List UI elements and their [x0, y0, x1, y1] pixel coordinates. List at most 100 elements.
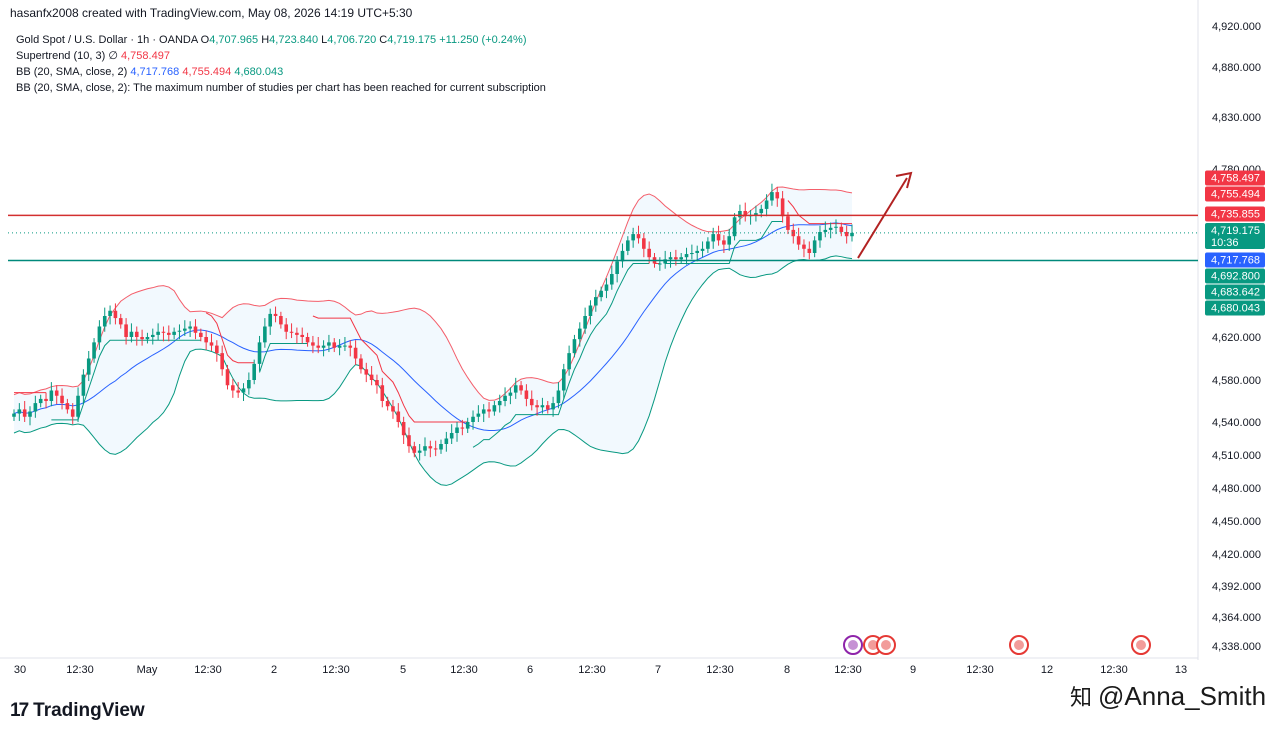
- candle-body: [844, 232, 849, 237]
- supertrend-up-line: [472, 263, 650, 448]
- candle-body: [481, 409, 486, 414]
- y-tick-label: 4,580.000: [1212, 375, 1261, 387]
- candle-body: [722, 240, 726, 245]
- x-tick-label: 7: [655, 664, 661, 676]
- candle-body: [812, 240, 817, 253]
- candle-body: [684, 254, 689, 258]
- x-tick-label: 12:30: [194, 664, 222, 676]
- x-tick-label: 5: [400, 664, 406, 676]
- candle-body: [828, 227, 833, 230]
- bb-upper-line: [13, 186, 853, 401]
- candle-body: [391, 406, 395, 412]
- price-label-text: 4,735.855: [1211, 209, 1260, 221]
- candle-body: [28, 411, 32, 417]
- event-icon-inner: [881, 640, 891, 650]
- candle-body: [839, 226, 844, 232]
- candle-body: [513, 385, 518, 393]
- candle-body: [70, 409, 75, 417]
- candle-body: [412, 446, 417, 453]
- candle-body: [417, 450, 422, 453]
- candle-body: [236, 390, 240, 393]
- candle-body: [353, 347, 358, 359]
- candle-body: [337, 345, 342, 348]
- bollinger-row[interactable]: BB (20, SMA, close, 2) 4,717.768 4,755.4…: [16, 66, 284, 78]
- candle-body: [60, 395, 64, 404]
- candle-body: [279, 316, 283, 325]
- candle-body: [465, 422, 470, 429]
- candle-body: [716, 234, 721, 241]
- candle-body: [38, 398, 43, 404]
- price-label-text: 4,758.497: [1211, 173, 1260, 185]
- candle-body: [215, 345, 219, 354]
- candle-body: [674, 257, 678, 260]
- candle-body: [599, 290, 603, 298]
- x-tick-label: 2: [271, 664, 277, 676]
- candle-body: [620, 250, 625, 262]
- price-label-countdown: 10:36: [1211, 237, 1239, 249]
- candle-body: [658, 263, 662, 265]
- candle-body: [524, 390, 529, 399]
- candle-body: [561, 369, 566, 391]
- candle-body: [471, 416, 475, 422]
- candle-body: [577, 328, 582, 340]
- candle-body: [348, 345, 353, 348]
- high-value: 4,723.840: [269, 34, 319, 46]
- candle-body: [396, 411, 401, 422]
- candle-body: [284, 324, 289, 332]
- candle-body: [647, 248, 651, 258]
- price-label-box: [1205, 300, 1265, 316]
- candle-body: [145, 337, 150, 340]
- x-tick-label: 6: [527, 664, 533, 676]
- y-tick-label: 4,880.000: [1212, 62, 1261, 74]
- candle-body: [439, 444, 443, 450]
- candle-body: [545, 405, 550, 410]
- candle-body: [508, 392, 513, 396]
- candle-body: [636, 234, 641, 239]
- candle-body: [300, 334, 305, 337]
- symbol-name: Gold Spot / U.S. Dollar · 1h · OANDA: [16, 34, 198, 46]
- candle-body: [102, 316, 107, 327]
- supertrend-down-line: [205, 312, 255, 364]
- candle-body: [791, 229, 796, 237]
- y-tick-label: 4,510.000: [1212, 450, 1261, 462]
- y-tick-label: 4,920.000: [1212, 21, 1261, 33]
- bb-lower-value: 4,680.043: [234, 66, 284, 78]
- candle-body: [289, 331, 294, 333]
- supertrend-row[interactable]: Supertrend (10, 3) ∅ 4,758.497: [16, 50, 170, 62]
- y-tick-label: 4,392.000: [1212, 581, 1261, 593]
- candle-body: [268, 313, 273, 327]
- event-icon-inner: [868, 640, 878, 650]
- supertrend-up-line: [665, 221, 783, 264]
- candle-body: [327, 342, 331, 346]
- candle-body: [92, 342, 96, 359]
- candle-body: [492, 405, 497, 412]
- candle-body: [476, 413, 481, 417]
- price-label-text: 4,683.642: [1211, 287, 1260, 299]
- candle-body: [407, 435, 411, 447]
- candle-body: [754, 213, 758, 216]
- candle-body: [380, 385, 385, 401]
- bb-mid-value: 4,717.768: [130, 66, 180, 78]
- candle-body: [770, 192, 774, 201]
- x-tick-label: 9: [910, 664, 916, 676]
- candle-body: [199, 332, 203, 337]
- candle-body: [49, 390, 54, 401]
- change-value: +11.250 (+0.24%): [439, 34, 527, 46]
- candle-body: [823, 229, 828, 232]
- candle-body: [775, 192, 780, 199]
- price-label-box: [1205, 268, 1265, 284]
- candle-body: [642, 238, 646, 249]
- candle-body: [519, 385, 523, 391]
- y-tick-label: 4,620.000: [1212, 332, 1261, 344]
- tradingview-logo[interactable]: 17 TradingView: [10, 700, 145, 722]
- candle-body: [727, 236, 732, 245]
- x-tick-label: 12:30: [450, 664, 478, 676]
- candle-body: [850, 232, 854, 237]
- candle-body: [497, 401, 502, 406]
- candle-body: [449, 433, 454, 439]
- price-label-text: 4,755.494: [1211, 189, 1260, 201]
- price-label-text: 4,680.043: [1211, 303, 1260, 315]
- y-tick-label: 4,420.000: [1212, 549, 1261, 561]
- y-tick-label: 4,338.000: [1212, 641, 1261, 653]
